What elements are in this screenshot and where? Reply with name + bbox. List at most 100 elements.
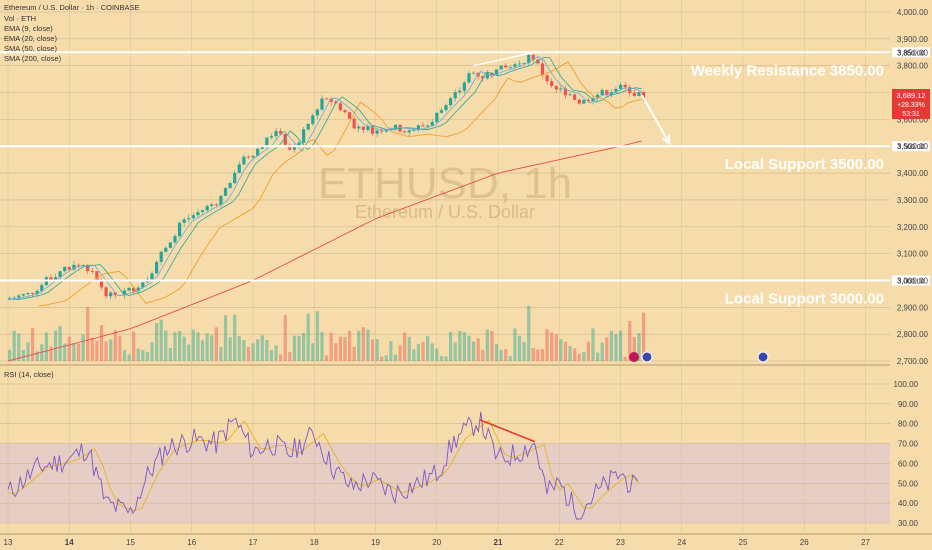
volume-bar xyxy=(177,330,182,361)
x-tick-label: 13 xyxy=(4,538,13,547)
volume-bar xyxy=(81,334,85,361)
candle-body xyxy=(614,88,618,93)
volume-bar xyxy=(269,350,274,361)
candle-body xyxy=(421,125,425,127)
candle-body xyxy=(187,218,191,220)
x-tick-label: 27 xyxy=(861,538,870,547)
volume-bar xyxy=(191,329,195,361)
volume-bar xyxy=(8,349,12,361)
legend-sma50: SMA (50, close) xyxy=(4,44,57,53)
candle-body xyxy=(200,210,205,213)
y-tick-label: 3,850.00 xyxy=(897,48,929,57)
volume-bar xyxy=(563,341,568,361)
price-panel-bg xyxy=(0,0,932,364)
volume-bar xyxy=(476,338,480,361)
candle-body xyxy=(568,94,572,96)
volume-bar xyxy=(173,332,177,361)
volume-bar xyxy=(550,332,554,361)
candle-body xyxy=(256,148,260,156)
volume-bar xyxy=(136,348,140,361)
x-tick-label: 17 xyxy=(249,538,258,547)
volume-bar xyxy=(233,314,237,361)
volume-bar xyxy=(122,350,127,361)
rsi-ma-line xyxy=(8,419,640,512)
volume-bar xyxy=(334,343,338,361)
candle-body xyxy=(297,142,301,146)
candle-body xyxy=(260,147,264,149)
volume-bar xyxy=(260,335,264,361)
volume-bar xyxy=(421,342,425,361)
volume-bar xyxy=(582,352,586,361)
volume-bar xyxy=(40,344,44,361)
candle-body xyxy=(444,105,448,111)
candle-body xyxy=(113,292,117,296)
volume-bar xyxy=(49,346,53,361)
y-tick-label: 3,600.00 xyxy=(897,115,929,124)
volume-bar xyxy=(219,346,223,361)
candle-body xyxy=(17,295,21,298)
candle-body xyxy=(283,133,287,145)
x-tick-label: 21 xyxy=(494,538,503,547)
candle-body xyxy=(490,72,494,76)
x-tick-label: 18 xyxy=(310,538,319,547)
volume-bar xyxy=(315,311,319,361)
volume-bar xyxy=(504,349,508,361)
volume-bar xyxy=(72,343,76,361)
candle-body xyxy=(81,265,85,266)
volume-bar xyxy=(435,348,439,361)
candle-body xyxy=(403,131,407,133)
legend-ema9: EMA (9, close) xyxy=(4,24,53,33)
level-label: Local Support 3000.00 xyxy=(725,290,884,307)
rsi-tick-label: 50.00 xyxy=(898,479,919,488)
candle-body xyxy=(12,297,16,299)
candle-body xyxy=(155,261,159,274)
volume-bar xyxy=(366,329,370,361)
volume-bar xyxy=(58,325,62,361)
candle-body xyxy=(182,219,186,223)
candle-body xyxy=(467,73,471,83)
volume-bar xyxy=(490,330,494,361)
volume-bar xyxy=(279,354,283,361)
candle-body xyxy=(370,126,375,134)
candle-body xyxy=(311,115,315,124)
volume-bar xyxy=(393,354,398,361)
volume-bar xyxy=(132,331,136,361)
candle-body xyxy=(573,94,577,100)
volume-bar xyxy=(63,343,67,361)
rsi-tick-label: 90.00 xyxy=(898,400,919,409)
candle-body xyxy=(141,282,145,288)
volume-bar xyxy=(164,330,168,361)
candle-body xyxy=(159,251,163,262)
candle-body xyxy=(600,90,604,95)
candle-body xyxy=(53,277,58,281)
candle-body xyxy=(223,188,228,196)
volume-bar xyxy=(458,330,462,361)
volume-bar xyxy=(283,315,287,361)
volume-bar xyxy=(246,347,251,361)
level-tag xyxy=(892,141,930,152)
y-tick-label: 2,700.00 xyxy=(897,357,929,366)
candle-body xyxy=(632,92,636,96)
volume-bar xyxy=(352,346,356,361)
candle-body xyxy=(352,118,356,129)
candle-body xyxy=(357,126,361,129)
levels: Weekly Resistance 3850.00 3,850.00 Local S… xyxy=(0,47,930,307)
volume-bar xyxy=(237,336,241,361)
candle-body xyxy=(86,265,90,272)
volume-bar xyxy=(274,345,278,361)
candle-body xyxy=(324,98,329,100)
candle-body xyxy=(21,294,25,296)
projection-arrow xyxy=(641,94,671,145)
volume-bar xyxy=(338,336,342,361)
candle-body xyxy=(237,164,241,173)
volume-bar xyxy=(600,342,604,361)
volume-bar xyxy=(426,336,430,361)
volume-bar xyxy=(242,339,246,361)
volume-bar xyxy=(210,335,214,361)
volume-bar xyxy=(637,333,641,361)
rsi-tick-label: 30.00 xyxy=(898,519,919,528)
candle-body xyxy=(72,264,76,270)
volume-bar xyxy=(623,356,627,361)
volume-bar xyxy=(86,307,90,361)
legend-ema20: EMA (20, close) xyxy=(4,34,57,43)
